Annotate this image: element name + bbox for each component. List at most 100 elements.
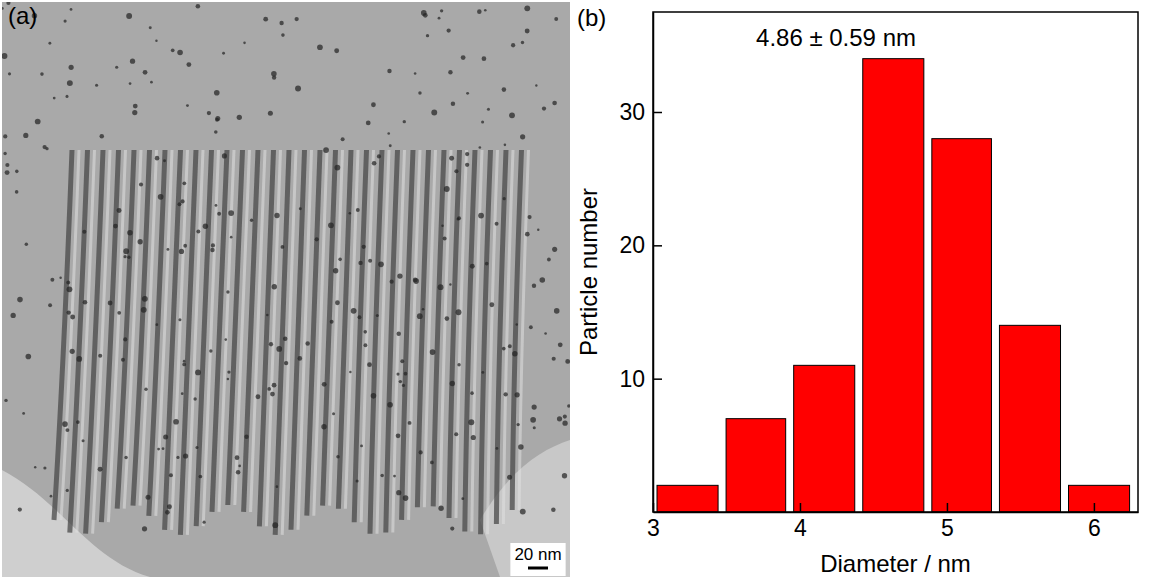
particle bbox=[363, 343, 367, 347]
particle bbox=[431, 110, 437, 116]
particle bbox=[121, 358, 125, 362]
particle bbox=[456, 218, 459, 221]
particle bbox=[525, 232, 530, 237]
particle bbox=[227, 378, 229, 380]
particle bbox=[551, 507, 556, 512]
particle bbox=[76, 356, 82, 362]
particle bbox=[487, 108, 490, 111]
particle bbox=[509, 112, 515, 118]
stripe bbox=[386, 150, 398, 533]
particle bbox=[34, 466, 36, 468]
y-axis: 102030 bbox=[619, 13, 662, 513]
particle bbox=[477, 9, 482, 14]
particle bbox=[552, 247, 557, 252]
particle bbox=[279, 21, 283, 25]
particle bbox=[186, 104, 189, 107]
particle bbox=[215, 204, 218, 207]
particle bbox=[82, 439, 85, 442]
particle bbox=[552, 101, 557, 106]
particle bbox=[468, 419, 474, 425]
particle bbox=[376, 314, 379, 317]
particle bbox=[449, 156, 454, 161]
panel-label: (b) bbox=[577, 4, 606, 31]
particle bbox=[186, 62, 191, 67]
stripe-light bbox=[519, 150, 528, 510]
panel-label: (a) bbox=[8, 2, 37, 29]
particle bbox=[367, 362, 372, 367]
particle bbox=[485, 262, 489, 266]
particle bbox=[294, 17, 298, 21]
particle bbox=[390, 280, 394, 284]
particle bbox=[133, 104, 138, 109]
particle bbox=[66, 489, 69, 492]
particle bbox=[35, 119, 41, 125]
particle bbox=[422, 308, 425, 311]
particle bbox=[449, 283, 451, 285]
particle bbox=[117, 311, 121, 315]
particle bbox=[62, 421, 68, 427]
particle bbox=[281, 33, 285, 37]
stripe bbox=[275, 150, 289, 535]
particle bbox=[124, 456, 127, 459]
particle bbox=[22, 412, 25, 415]
particle bbox=[155, 39, 157, 41]
particle bbox=[537, 229, 539, 231]
x-tick: 5 bbox=[941, 503, 954, 541]
particle bbox=[274, 213, 279, 218]
particle bbox=[562, 473, 567, 478]
particle bbox=[250, 219, 253, 222]
y-tick-label: 10 bbox=[619, 366, 645, 392]
particle bbox=[403, 495, 409, 501]
particle bbox=[535, 84, 537, 86]
particle bbox=[256, 394, 261, 399]
particle bbox=[180, 199, 184, 203]
particle bbox=[544, 332, 547, 335]
particle bbox=[362, 245, 366, 249]
particle bbox=[461, 55, 466, 60]
particle bbox=[335, 300, 340, 305]
particle bbox=[210, 248, 214, 252]
particle bbox=[321, 424, 326, 429]
particle bbox=[421, 10, 427, 16]
particle bbox=[157, 448, 160, 451]
stripe bbox=[244, 150, 258, 512]
particle bbox=[417, 313, 423, 319]
particle bbox=[478, 213, 484, 219]
stripe bbox=[149, 150, 165, 516]
particle bbox=[457, 363, 460, 366]
panel-a bbox=[2, 2, 570, 577]
particle bbox=[127, 230, 133, 236]
particle bbox=[142, 526, 147, 531]
particle bbox=[269, 342, 273, 346]
particle bbox=[567, 404, 570, 407]
particle bbox=[211, 243, 215, 247]
particle bbox=[554, 308, 560, 314]
stripe bbox=[323, 150, 336, 506]
particle bbox=[371, 393, 377, 399]
particle bbox=[450, 381, 455, 386]
particle bbox=[69, 65, 74, 70]
particle bbox=[351, 308, 357, 314]
particle bbox=[396, 331, 400, 335]
particle bbox=[224, 338, 227, 341]
particle bbox=[430, 461, 434, 465]
particle bbox=[360, 444, 363, 447]
particle bbox=[393, 475, 396, 478]
particle bbox=[130, 59, 135, 64]
particle bbox=[196, 230, 200, 234]
particle bbox=[448, 70, 452, 74]
particle bbox=[315, 237, 319, 241]
particle bbox=[15, 170, 19, 174]
particle bbox=[349, 371, 351, 373]
particle bbox=[95, 84, 98, 87]
particle bbox=[3, 134, 7, 138]
particle bbox=[82, 230, 86, 234]
particle bbox=[332, 412, 335, 415]
particle bbox=[396, 373, 399, 376]
particle bbox=[521, 41, 524, 44]
particle bbox=[387, 402, 393, 408]
particle bbox=[387, 69, 391, 73]
particle bbox=[457, 216, 461, 220]
particle bbox=[182, 181, 186, 185]
particle bbox=[530, 417, 536, 423]
